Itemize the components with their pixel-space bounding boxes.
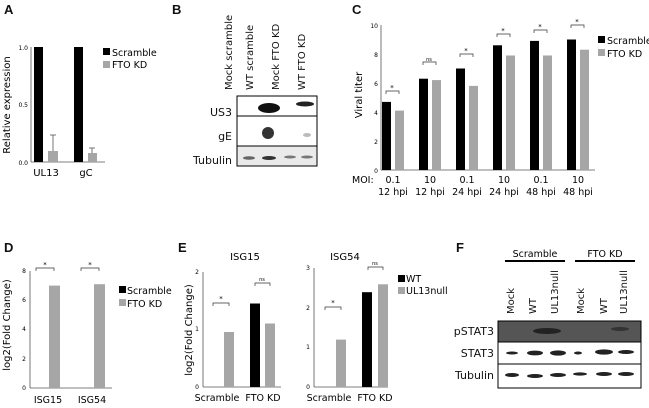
svg-text:*: *	[464, 47, 468, 55]
svg-text:FTO KD: FTO KD	[112, 60, 147, 71]
svg-text:6: 6	[374, 81, 378, 88]
western-blot-f: Scramble FTO KD Mock WT UL13null Mock WT…	[450, 230, 649, 408]
svg-text:4: 4	[22, 326, 26, 333]
svg-text:*: *	[501, 27, 505, 35]
chart-d: log2(Fold Change) 8 6 4 2 0 * * ISG15 IS…	[2, 261, 172, 406]
svg-text:*: *	[219, 295, 223, 303]
svg-text:2: 2	[195, 269, 199, 276]
svg-text:0: 0	[306, 384, 310, 391]
svg-text:1: 1	[306, 344, 310, 351]
chart-e-isg15: ISG15 log2(Fold Change) 2 1 0 * ns Scram…	[184, 252, 281, 404]
svg-text:ns: ns	[259, 277, 265, 283]
row-label: US3	[209, 106, 232, 119]
svg-text:10: 10	[498, 175, 510, 186]
svg-text:0: 0	[22, 385, 26, 392]
bar-scramble-ul13	[34, 47, 43, 162]
svg-text:ISG15: ISG15	[34, 395, 62, 406]
svg-text:Scramble: Scramble	[127, 286, 172, 297]
svg-text:Scramble: Scramble	[513, 249, 558, 260]
row-label: STAT3	[460, 347, 494, 360]
bar-fto-ul13	[48, 151, 58, 162]
svg-text:0.1: 0.1	[459, 175, 474, 186]
svg-text:12 hpi: 12 hpi	[415, 187, 445, 198]
lane-label: Mock	[576, 287, 587, 314]
svg-text:Viral titer: Viral titer	[354, 71, 365, 118]
svg-text:12 hpi: 12 hpi	[378, 187, 408, 198]
bar-fto-gc	[88, 153, 97, 162]
lane-label: WT	[599, 298, 610, 314]
svg-text:MOI:: MOI:	[352, 175, 374, 186]
svg-text:*: *	[88, 261, 92, 269]
svg-text:*: *	[538, 23, 542, 31]
svg-text:gC: gC	[79, 168, 92, 179]
svg-text:3: 3	[306, 265, 310, 272]
svg-text:Scramble: Scramble	[307, 393, 352, 404]
svg-text:ns: ns	[372, 261, 378, 267]
svg-text:0.0: 0.0	[18, 160, 28, 167]
chart-c: Viral titer 10 8 6 4 2 0 * ns * * * * MO…	[352, 18, 649, 198]
svg-text:0.1: 0.1	[533, 175, 548, 186]
svg-text:0.1: 0.1	[385, 175, 400, 186]
svg-text:*: *	[43, 261, 47, 269]
svg-text:48 hpi: 48 hpi	[563, 187, 593, 198]
svg-text:ISG54: ISG54	[330, 252, 360, 263]
svg-text:WT: WT	[406, 274, 421, 285]
svg-text:24 hpi: 24 hpi	[489, 187, 519, 198]
svg-text:UL13: UL13	[33, 168, 59, 179]
svg-text:24 hpi: 24 hpi	[452, 187, 482, 198]
panel-label-e: E	[178, 240, 187, 255]
svg-text:10: 10	[424, 175, 436, 186]
svg-text:10: 10	[572, 175, 584, 186]
svg-text:8: 8	[374, 52, 378, 59]
svg-text:FTO KD: FTO KD	[245, 393, 280, 404]
svg-text:2: 2	[22, 356, 26, 363]
svg-text:ISG15: ISG15	[230, 252, 260, 263]
bar-scramble-gc	[74, 47, 83, 162]
svg-text:*: *	[331, 299, 335, 307]
svg-text:2: 2	[374, 139, 378, 146]
y-axis-label: Relative expression	[2, 56, 13, 153]
svg-text:log2(Fold Change): log2(Fold Change)	[2, 279, 13, 371]
panel-label-d: D	[4, 240, 14, 255]
svg-text:4: 4	[374, 110, 378, 117]
svg-text:Scramble: Scramble	[195, 393, 240, 404]
svg-text:UL13null: UL13null	[406, 286, 448, 297]
svg-text:8: 8	[22, 268, 26, 275]
row-label: Tubulin	[454, 369, 494, 382]
svg-text:ns: ns	[426, 57, 432, 63]
svg-text:0.5: 0.5	[18, 102, 28, 109]
svg-text:6: 6	[22, 297, 26, 304]
chart-e-isg54: ISG54 3 2 1 0 * ns Scramble FTO KD WT UL…	[306, 252, 448, 404]
svg-text:2: 2	[306, 305, 310, 312]
svg-text:1: 1	[195, 326, 199, 333]
panel-label-f: F	[456, 240, 464, 255]
lane-label: Mock	[506, 287, 517, 314]
svg-text:FTO KD: FTO KD	[357, 393, 392, 404]
svg-text:1.0: 1.0	[18, 45, 28, 52]
svg-text:log2(Fold Change): log2(Fold Change)	[184, 284, 195, 376]
panel-label-a: A	[4, 2, 14, 17]
row-label: gE	[218, 130, 232, 143]
panel-label-b: B	[172, 2, 182, 17]
svg-text:0: 0	[195, 384, 199, 391]
svg-text:Scramble: Scramble	[607, 36, 649, 47]
chart-a: Relative expression 1.0 0.5 0.0 UL13 gC …	[2, 45, 157, 179]
svg-text:48 hpi: 48 hpi	[526, 187, 556, 198]
svg-text:*: *	[390, 84, 394, 92]
svg-text:10: 10	[370, 23, 378, 30]
svg-text:Scramble: Scramble	[112, 48, 157, 59]
svg-text:FTO KD: FTO KD	[607, 49, 642, 60]
row-label: pSTAT3	[453, 325, 494, 338]
row-label: Tubulin	[192, 154, 232, 167]
lane-label: WT	[528, 298, 539, 314]
lane-label: UL13null	[550, 270, 561, 314]
panel-label-c: C	[352, 2, 362, 17]
western-blot-b: Mock scramble WT scramble Mock FTO KD WT…	[170, 0, 330, 180]
lane-label: UL13null	[619, 270, 630, 314]
svg-text:0: 0	[374, 168, 378, 175]
svg-text:FTO KD: FTO KD	[587, 249, 622, 260]
svg-text:ISG54: ISG54	[78, 395, 106, 406]
svg-text:*: *	[575, 18, 579, 26]
svg-text:FTO KD: FTO KD	[127, 299, 162, 310]
